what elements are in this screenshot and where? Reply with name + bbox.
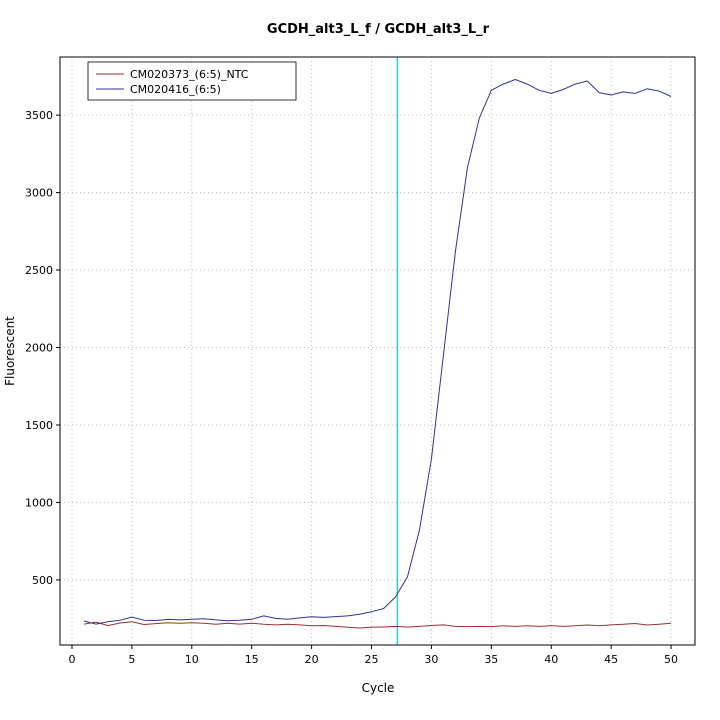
x-tick-label: 40 (544, 653, 558, 666)
plot-border (59, 56, 696, 646)
x-tick-label: 0 (68, 653, 75, 666)
y-tick-label: 2500 (25, 264, 53, 277)
x-tick-label: 30 (424, 653, 438, 666)
y-tick-label: 1000 (25, 496, 53, 509)
chart-title: GCDH_alt3_L_f / GCDH_alt3_L_r (267, 22, 490, 37)
legend-item-label: CM020416_(6:5) (130, 83, 221, 96)
x-tick-label: 50 (664, 653, 678, 666)
x-tick-label: 10 (185, 653, 199, 666)
x-tick-label: 5 (128, 653, 135, 666)
x-tick-label: 25 (365, 653, 379, 666)
y-axis-label: Fluorescent (3, 316, 17, 386)
x-tick-label: 20 (305, 653, 319, 666)
legend-item-label: CM020373_(6:5)_NTC (130, 68, 249, 81)
x-axis-label: Cycle (362, 681, 395, 695)
chart-layer: 0 5 10 15 20 25 30 35 40 45 50 500 1000 1500 2000 2500 3… (25, 56, 696, 666)
x-tick-label: 45 (604, 653, 618, 666)
series-line-1 (83, 79, 672, 625)
x-tick-label: 35 (484, 653, 498, 666)
legend-box (87, 61, 297, 101)
x-tick-label: 15 (245, 653, 259, 666)
y-tick-label: 3000 (25, 187, 53, 200)
y-tick-label: 3500 (25, 109, 53, 122)
y-tick-label: 500 (32, 574, 53, 587)
y-tick-label: 1500 (25, 419, 53, 432)
y-tick-label: 2000 (25, 342, 53, 355)
series-line-0 (83, 621, 672, 629)
